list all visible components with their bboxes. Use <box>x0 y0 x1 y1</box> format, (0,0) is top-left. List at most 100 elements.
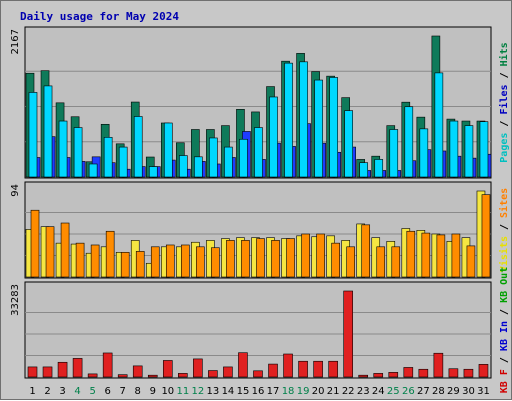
bar-sites-28 <box>436 234 446 278</box>
x-tick-label: 6 <box>104 386 110 397</box>
bar-pages-26 <box>404 106 414 178</box>
x-tick-label: 4 <box>74 386 80 397</box>
visits-panel: 94 Visits / Sites <box>10 181 510 279</box>
bar-kb-f-27 <box>418 368 429 378</box>
x-tick-label: 22 <box>342 386 355 397</box>
bar-kb-f-10 <box>162 360 173 378</box>
bar-pages-29 <box>449 120 459 178</box>
x-tick-label: 19 <box>297 386 310 397</box>
x-tick-label: 12 <box>192 386 205 397</box>
bar-sites-31 <box>481 194 491 278</box>
x-tick-label: 26 <box>402 386 415 397</box>
bar-pages-10 <box>163 122 173 178</box>
bar-sites-22 <box>346 246 355 278</box>
bar-kb-f-18 <box>283 353 293 378</box>
bar-sites-1 <box>30 209 40 278</box>
bar-kb-f-29 <box>448 368 459 378</box>
bar-pages-20 <box>314 79 323 178</box>
bar-pages-23 <box>359 162 369 178</box>
x-tick-label: 1 <box>29 386 35 397</box>
legend-item: Hits <box>498 42 510 66</box>
bar-kb-f-28 <box>433 352 444 378</box>
bar-kb-f-20 <box>313 360 323 378</box>
bar-sites-9 <box>150 246 160 278</box>
x-tick-label: 15 <box>237 386 250 397</box>
x-tick-label: 27 <box>417 386 430 397</box>
bar-pages-13 <box>209 137 218 178</box>
plot-area <box>24 281 492 379</box>
bar-sites-30 <box>466 245 476 278</box>
bar-pages-22 <box>344 110 353 178</box>
x-tick-label: 9 <box>150 386 156 397</box>
legend-item: KB F <box>499 369 510 393</box>
bar-sites-25 <box>391 246 401 278</box>
legend-visits-panel: Visits / Sites <box>498 188 510 272</box>
bar-pages-7 <box>118 146 128 178</box>
legend-separator: / <box>499 115 510 133</box>
bar-sites-3 <box>60 222 70 278</box>
bar-kb-f-5 <box>87 373 98 378</box>
hits-panel: 2167 Pages / Files / Hits <box>10 26 510 179</box>
bar-pages-28 <box>434 72 444 178</box>
series-kb-f <box>27 290 489 378</box>
bar-kb-f-2 <box>42 366 53 378</box>
bar-pages-30 <box>464 125 474 178</box>
bar-pages-8 <box>133 116 143 178</box>
bar-pages-16 <box>254 127 263 178</box>
bar-sites-7 <box>120 251 130 278</box>
bar-kb-f-19 <box>298 360 308 378</box>
x-tick-label: 25 <box>387 386 400 397</box>
bar-kb-f-25 <box>388 372 399 378</box>
x-tick-label: 18 <box>282 386 295 397</box>
bar-pages-21 <box>329 77 338 178</box>
bar-kb-f-24 <box>373 373 384 378</box>
x-tick-label: 28 <box>432 386 445 397</box>
bar-pages-12 <box>194 156 203 178</box>
bar-kb-f-6 <box>102 352 113 378</box>
x-tick-label: 10 <box>161 386 174 397</box>
x-tick-label: 23 <box>357 386 370 397</box>
bar-sites-15 <box>241 240 250 278</box>
legend-separator: / <box>499 351 510 369</box>
legend-item: KB Out <box>499 267 510 303</box>
series-pages <box>28 61 489 178</box>
x-tick-label: 20 <box>312 386 325 397</box>
bar-kb-f-4 <box>72 358 83 378</box>
bar-pages-9 <box>148 166 158 178</box>
legend-separator: / <box>499 303 510 321</box>
bar-sites-4 <box>75 242 85 278</box>
bar-pages-15 <box>239 138 248 178</box>
bar-sites-11 <box>181 244 190 278</box>
x-tick-label: 8 <box>135 386 141 397</box>
bar-pages-31 <box>479 121 489 178</box>
legend-item: Pages <box>499 133 510 163</box>
bar-pages-25 <box>389 129 399 178</box>
legend-item: KB In <box>499 321 510 351</box>
x-tick-label: 13 <box>207 386 220 397</box>
bar-sites-13 <box>211 247 220 278</box>
x-tick-label: 3 <box>59 386 65 397</box>
bar-kb-f-11 <box>178 373 188 378</box>
legend-separator: / <box>499 218 510 236</box>
bar-sites-18 <box>286 238 295 278</box>
bar-kb-f-8 <box>132 365 143 378</box>
bar-kb-f-17 <box>268 363 278 378</box>
bar-sites-5 <box>90 244 100 278</box>
bar-sites-27 <box>421 232 431 278</box>
bar-pages-24 <box>374 159 384 178</box>
bar-sites-10 <box>165 244 175 278</box>
legend-hits-panel: Pages / Files / Hits <box>498 42 510 162</box>
series-sites <box>30 194 491 278</box>
bar-pages-5 <box>88 163 98 178</box>
bar-sites-2 <box>45 226 55 278</box>
bar-kb-f-22 <box>343 290 353 378</box>
bar-kb-f-14 <box>223 366 233 378</box>
bar-kb-f-21 <box>328 360 338 378</box>
x-tick-label: 29 <box>447 386 460 397</box>
bar-pages-14 <box>224 146 233 178</box>
x-tick-label: 7 <box>120 386 126 397</box>
bar-sites-21 <box>331 242 340 278</box>
chart-title: Daily usage for May 2024 <box>20 10 179 23</box>
